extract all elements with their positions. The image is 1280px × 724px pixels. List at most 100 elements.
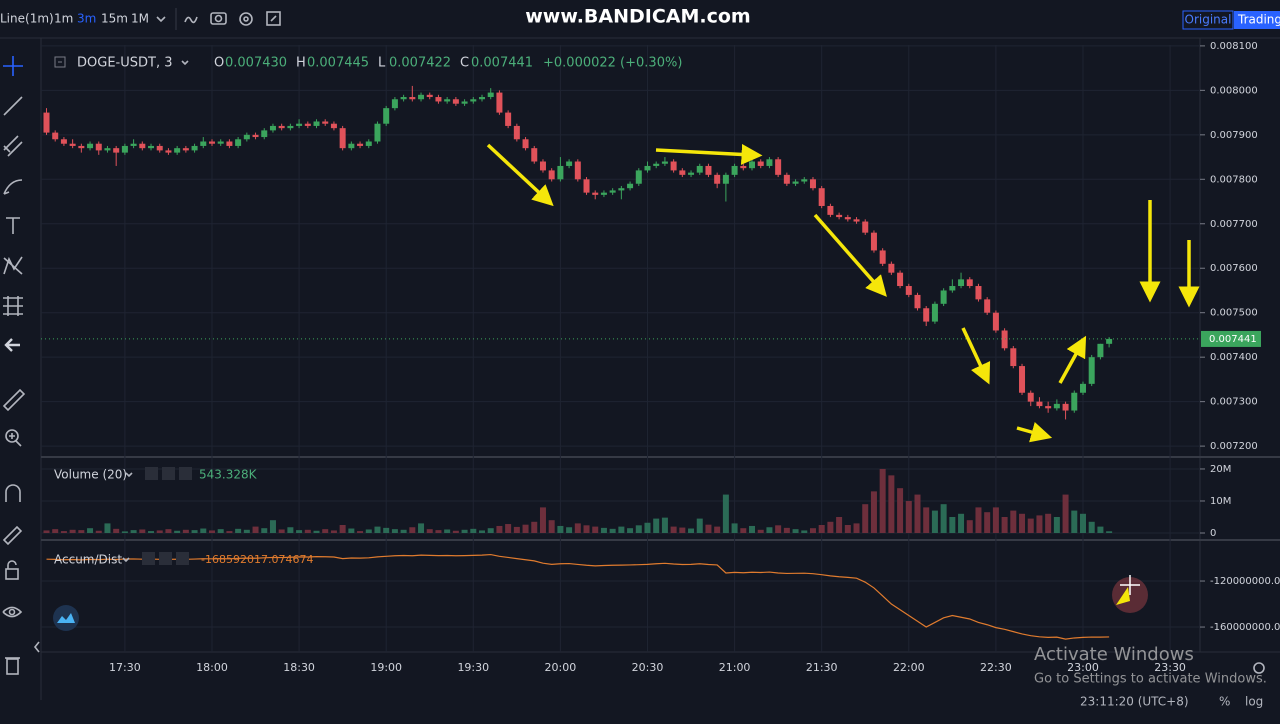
volume-bar [897, 488, 904, 533]
candle-body [513, 125, 520, 140]
volume-bar [609, 528, 616, 533]
candle-body [60, 139, 67, 144]
axis-settings-icon[interactable] [1253, 662, 1265, 674]
tab-label[interactable]: Original [1185, 13, 1232, 27]
interval[interactable]: 15m [101, 12, 128, 26]
x-tick-label: 17:30 [109, 661, 141, 674]
volume-bar [1045, 513, 1052, 533]
candle-body [113, 148, 120, 153]
candle-body [539, 161, 546, 171]
volume-bar [339, 524, 346, 533]
pattern-tool[interactable] [3, 256, 23, 275]
volume-bar [496, 525, 503, 533]
candle-body [330, 123, 337, 129]
volume-bar [592, 526, 599, 533]
tab-label[interactable]: TradingView [1237, 13, 1280, 27]
price-tick-label: 0.007600 [1210, 263, 1258, 274]
settings-icon[interactable] [239, 12, 253, 26]
candle-body [644, 165, 651, 171]
candle-body [1079, 383, 1086, 393]
candle-body [287, 125, 294, 129]
volume-bar [862, 504, 869, 533]
crosshair-tool[interactable] [3, 56, 23, 76]
candle-body [897, 272, 904, 287]
x-tick-label: 22:30 [980, 661, 1012, 674]
recorder-watermark: www.BANDICAM.com [525, 6, 750, 28]
tab-original[interactable] [1182, 10, 1234, 30]
percent-toggle[interactable]: % [1219, 695, 1230, 709]
candle-body [1019, 366, 1026, 393]
volume-bar [618, 526, 625, 533]
interval[interactable]: 1m [54, 12, 73, 26]
volume-bar [444, 529, 451, 533]
collapse-handle[interactable] [33, 641, 40, 653]
chart-type-icon[interactable] [184, 16, 198, 24]
interval[interactable]: 1M [131, 12, 149, 26]
candle-body [583, 179, 590, 193]
symbol-dropdown[interactable] [181, 60, 189, 66]
volume-bar [688, 528, 695, 533]
measure-tool[interactable] [3, 296, 23, 316]
volume-bar [696, 518, 703, 533]
back-tool[interactable] [4, 338, 20, 352]
trendline-tool[interactable] [3, 96, 23, 116]
candle-body [496, 92, 503, 113]
volume-tick-label: 20M [1210, 464, 1231, 475]
volume-bar [740, 528, 747, 533]
draw-lock-tool[interactable] [2, 525, 23, 546]
volume-bar [992, 507, 999, 533]
chart-style[interactable]: Line(1m) [0, 12, 54, 26]
symbol[interactable]: DOGE-USDT, 3 [77, 56, 172, 71]
candle-body [818, 188, 825, 206]
candle-body [1053, 403, 1060, 409]
volume-bar [783, 527, 790, 533]
activation-title: Activate Windows [1034, 644, 1194, 665]
visibility-tool[interactable] [2, 606, 23, 618]
volume-bar [722, 494, 729, 533]
volume-bar [156, 530, 163, 533]
x-tick-label: 21:00 [719, 661, 751, 674]
zoom-tool[interactable] [5, 429, 22, 447]
volume-bar [844, 524, 851, 533]
fullscreen-icon[interactable] [266, 11, 281, 26]
candle-body [566, 161, 573, 166]
volume-bar [522, 524, 529, 533]
volume-bar [836, 516, 843, 533]
log-toggle[interactable]: log [1245, 695, 1263, 709]
candle-body [226, 141, 233, 146]
interval-active[interactable]: 3m [77, 12, 96, 26]
candle-body [888, 263, 895, 273]
price-tick-label: 0.007400 [1210, 352, 1258, 363]
volume-bar [1097, 526, 1104, 533]
volume-bar [322, 529, 329, 533]
candle-body [557, 165, 564, 180]
snapshot-icon[interactable] [210, 12, 227, 25]
tab-tradingview[interactable] [1234, 11, 1280, 29]
volume-bar [792, 529, 799, 533]
legend-value: 0.007422 [389, 56, 451, 71]
volume-bar [931, 510, 938, 533]
volume-bar [409, 527, 416, 533]
candle-body [984, 299, 991, 313]
brush-tool[interactable] [3, 179, 23, 195]
text-tool[interactable] [6, 217, 20, 234]
volume-tick-label: 0 [1210, 528, 1216, 539]
volume-bar [95, 530, 102, 533]
price-tick-label: 0.008000 [1210, 85, 1258, 96]
collapse-legend[interactable] [54, 56, 66, 68]
candle-body [505, 112, 512, 126]
fib-tool[interactable] [3, 135, 23, 157]
volume-bar [1001, 516, 1008, 533]
indicator-buttons[interactable] [142, 467, 192, 565]
delete-tool[interactable] [5, 657, 20, 675]
interval-dropdown[interactable] [156, 16, 166, 23]
magnet-tool[interactable] [5, 484, 21, 502]
candle-body [862, 221, 869, 233]
indicator-dropdown[interactable] [122, 472, 133, 563]
lock-tool[interactable] [5, 560, 19, 580]
volume-bar [374, 526, 381, 533]
volume-bar [487, 528, 494, 533]
volume-bar [348, 528, 355, 533]
volume-bar [243, 529, 250, 533]
ruler-tool[interactable] [2, 388, 26, 412]
